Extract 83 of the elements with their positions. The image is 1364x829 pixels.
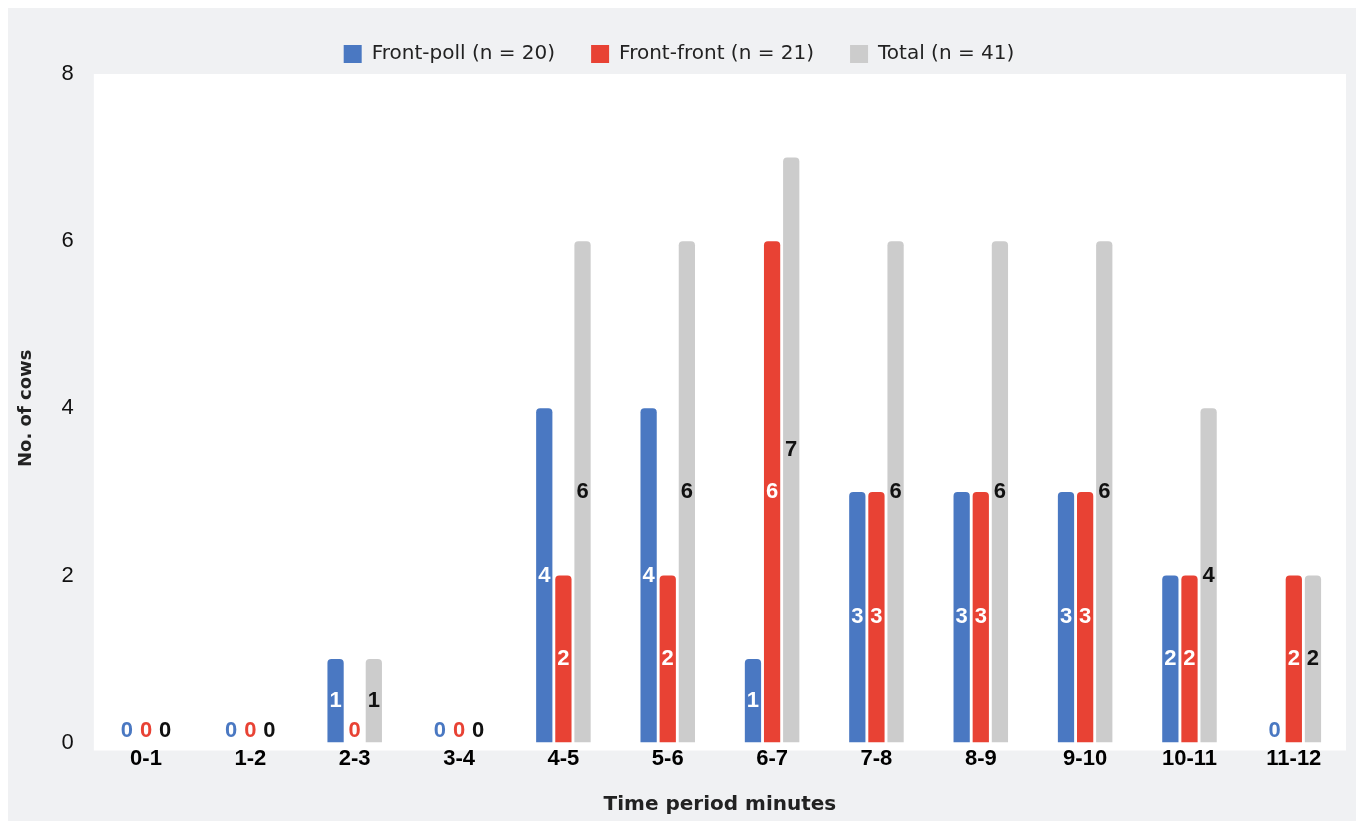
legend-label: Total (n = 41) <box>877 40 1015 65</box>
bar <box>972 491 989 743</box>
bar <box>953 491 970 743</box>
y-axis-title: No. of cows <box>14 349 36 467</box>
bar <box>555 575 572 743</box>
data-label: 2 <box>661 645 674 671</box>
data-label: 0 <box>139 716 153 742</box>
y-tick-label: 2 <box>61 561 74 587</box>
bar <box>574 241 591 743</box>
data-label: 7 <box>785 436 798 462</box>
data-label: 1 <box>367 686 380 712</box>
bar <box>1181 575 1198 743</box>
data-label: 6 <box>680 477 693 503</box>
y-tick-label: 4 <box>61 394 74 420</box>
data-label: 0 <box>472 716 485 742</box>
data-label: 6 <box>993 477 1007 503</box>
x-tick-label: 4-5 <box>547 744 580 770</box>
bar <box>659 575 676 743</box>
y-tick-label: 8 <box>61 60 74 86</box>
bar <box>365 659 382 743</box>
data-label: 2 <box>557 645 570 671</box>
bar <box>1162 575 1179 743</box>
bar <box>1285 575 1302 743</box>
data-label: 3 <box>851 603 864 629</box>
bar <box>849 491 866 743</box>
x-tick-label: 8-9 <box>964 744 997 770</box>
x-axis-title: Time period minutes <box>603 791 837 816</box>
x-tick-label: 7-8 <box>860 744 893 770</box>
x-tick-label: 0-1 <box>130 744 162 770</box>
data-label: 2 <box>1164 645 1177 671</box>
bar <box>744 659 762 743</box>
data-label: 1 <box>329 686 342 712</box>
data-label: 3 <box>1059 603 1073 629</box>
data-label: 2 <box>1287 645 1300 671</box>
legend-label: Front-front (n = 21) <box>619 40 815 65</box>
x-tick-label: 2-3 <box>338 744 371 770</box>
data-label: 6 <box>889 477 902 503</box>
data-label: 1 <box>746 686 760 712</box>
data-label: 3 <box>974 603 987 629</box>
x-tick-label: 3-4 <box>443 744 476 770</box>
bar <box>1200 408 1217 743</box>
bar <box>991 241 1009 743</box>
data-label: 3 <box>955 603 968 629</box>
bar <box>1304 575 1322 743</box>
data-label: 6 <box>576 477 589 503</box>
data-label: 6 <box>1098 477 1111 503</box>
data-label: 4 <box>642 561 656 587</box>
y-tick-label: 0 <box>61 728 74 754</box>
data-label: 3 <box>870 603 883 629</box>
data-label: 3 <box>1079 603 1092 629</box>
x-tick-label: 6-7 <box>756 744 788 770</box>
data-label: 6 <box>765 477 779 503</box>
x-tick-label: 9-10 <box>1063 744 1108 770</box>
bar <box>1057 491 1075 743</box>
data-label: 0 <box>452 716 466 742</box>
bar <box>868 491 885 743</box>
data-label: 2 <box>1306 645 1320 671</box>
data-label: 0 <box>120 716 133 742</box>
bar <box>640 408 657 743</box>
data-label: 0 <box>1268 716 1281 742</box>
data-label: 0 <box>433 716 447 742</box>
x-tick-label: 10-11 <box>1161 744 1218 770</box>
data-label: 4 <box>1202 561 1216 587</box>
bar <box>783 157 800 743</box>
data-label: 0 <box>263 716 276 742</box>
data-label: 2 <box>1183 645 1196 671</box>
data-label: 0 <box>225 716 238 742</box>
data-label: 0 <box>159 716 172 742</box>
bar <box>1096 241 1113 743</box>
x-tick-label: 5-6 <box>651 744 684 770</box>
bar <box>887 241 904 743</box>
bar <box>1077 491 1094 743</box>
x-tick-label: 11-12 <box>1266 744 1322 770</box>
bar <box>327 659 344 743</box>
x-tick-label: 1-2 <box>234 744 267 770</box>
bar <box>678 241 696 743</box>
bar <box>536 408 553 743</box>
legend-label: Front-poll (n = 20) <box>371 40 556 65</box>
bar <box>763 241 781 743</box>
y-tick-label: 6 <box>61 227 74 253</box>
data-label: 0 <box>244 716 257 742</box>
data-label: 4 <box>538 561 552 587</box>
data-label: 0 <box>348 716 361 742</box>
